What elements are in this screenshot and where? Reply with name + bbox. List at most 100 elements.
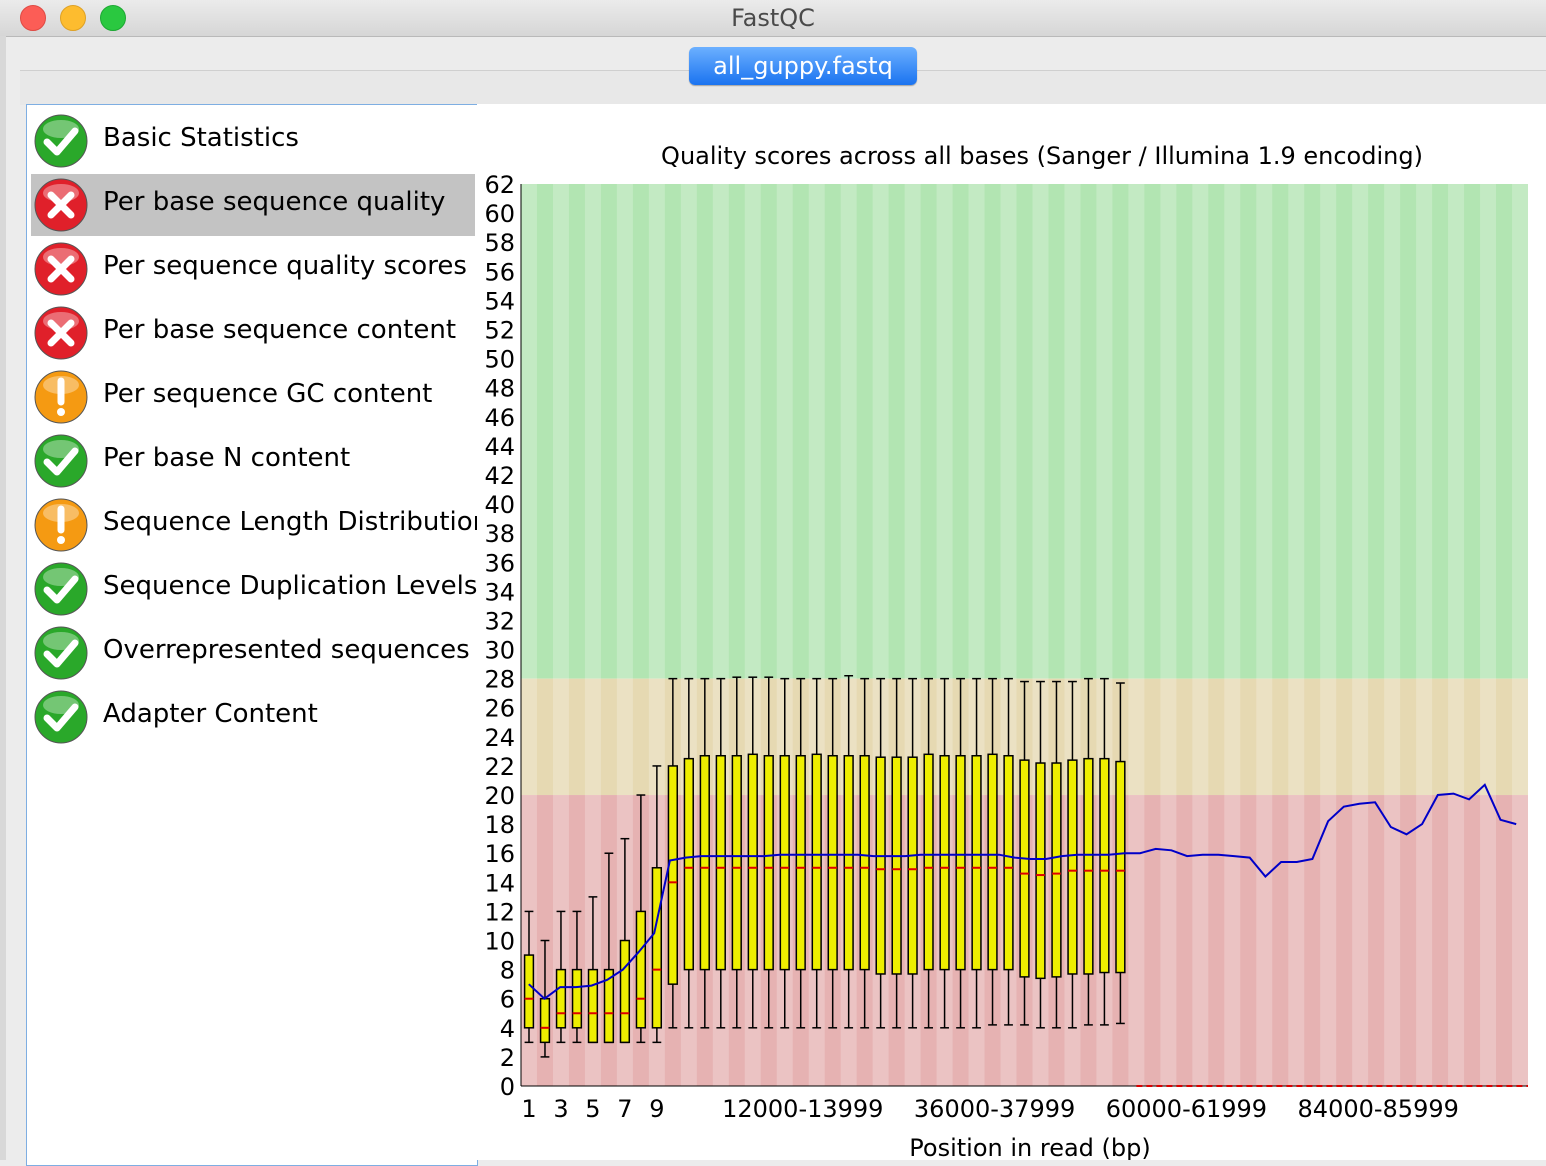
box (779, 755, 790, 971)
y-tick-label: 52 (484, 316, 515, 344)
module-item[interactable]: Adapter Content (31, 686, 475, 748)
module-item[interactable]: Per sequence GC content (31, 366, 475, 428)
module-label: Sequence Length Distribution (103, 507, 490, 537)
x-tick-label: 9 (649, 1095, 664, 1123)
window-left-edge (0, 36, 6, 1160)
check-icon (34, 690, 88, 744)
module-item[interactable]: Per base N content (31, 430, 475, 492)
stripe (1288, 184, 1305, 1086)
y-tick-label: 48 (484, 375, 515, 403)
box (907, 756, 918, 975)
y-tick-label: 60 (484, 200, 515, 228)
box (731, 755, 742, 971)
module-item[interactable]: Sequence Duplication Levels (31, 558, 477, 620)
x-tick-label: 1 (521, 1095, 536, 1123)
box (987, 753, 998, 971)
stripe (1224, 184, 1241, 1086)
box (859, 755, 870, 971)
y-tick-label: 4 (500, 1015, 515, 1043)
box (683, 757, 694, 971)
x-tick-label: 60000-61999 (1106, 1095, 1267, 1123)
check-icon (34, 434, 88, 488)
box (891, 756, 902, 975)
y-tick-label: 32 (484, 607, 515, 635)
box (715, 755, 726, 971)
module-label: Per sequence quality scores (103, 251, 467, 281)
y-tick-label: 18 (484, 811, 515, 839)
stripe (1384, 184, 1401, 1086)
y-tick-label: 6 (500, 986, 515, 1014)
zone-good (521, 184, 1528, 679)
mean-line (528, 783, 1517, 1000)
y-tick-label: 58 (484, 229, 515, 257)
box (1019, 759, 1030, 978)
stripe (1256, 184, 1273, 1086)
box (651, 867, 663, 1029)
y-tick-label: 0 (500, 1073, 515, 1101)
y-tick-label: 56 (484, 258, 515, 286)
y-tick-label: 42 (484, 462, 515, 490)
stripe (1128, 184, 1145, 1086)
stripe (1416, 184, 1433, 1086)
box (667, 765, 678, 985)
y-tick-label: 54 (484, 287, 515, 315)
box (827, 755, 838, 971)
zoom-window-button[interactable] (100, 5, 126, 31)
box (843, 755, 854, 971)
module-label: Per base sequence quality (103, 187, 446, 217)
cross-icon (34, 242, 88, 296)
module-item[interactable]: Overrepresented sequences (31, 622, 475, 684)
module-label: Per base N content (103, 443, 351, 473)
chart-title: Quality scores across all bases (Sanger … (661, 142, 1423, 170)
cross-icon (34, 178, 88, 232)
stripe (1352, 184, 1369, 1086)
y-tick-label: 24 (484, 724, 515, 752)
box (971, 755, 982, 971)
window-title: FastQC (731, 4, 815, 32)
box (1083, 757, 1094, 975)
module-item[interactable]: Per base sequence quality (31, 174, 475, 236)
y-tick-label: 28 (484, 666, 515, 694)
x-tick-label: 3 (553, 1095, 568, 1123)
module-label: Basic Statistics (103, 123, 299, 153)
tab-file[interactable]: all_guppy.fastq (689, 47, 917, 85)
y-tick-label: 62 (484, 171, 515, 199)
box (795, 755, 806, 971)
stripe (1512, 184, 1528, 1086)
stripe (616, 184, 633, 1086)
stripe (1192, 184, 1209, 1086)
close-window-button[interactable] (20, 5, 46, 31)
x-axis-label: Position in read (bp) (909, 1134, 1150, 1160)
box (1067, 759, 1078, 975)
module-item[interactable]: Sequence Length Distribution (31, 494, 489, 556)
y-tick-label: 30 (484, 637, 515, 665)
box (587, 968, 599, 1044)
y-tick-label: 26 (484, 695, 515, 723)
y-tick-label: 16 (484, 840, 515, 868)
module-item[interactable]: Per base sequence content (31, 302, 475, 364)
y-tick-label: 22 (484, 753, 515, 781)
stripe (584, 184, 601, 1086)
box (1051, 762, 1062, 978)
chart-panel: Quality scores across all bases (Sanger … (477, 104, 1546, 1162)
check-icon (34, 562, 88, 616)
box (1003, 755, 1014, 971)
y-tick-label: 36 (484, 549, 515, 577)
module-item[interactable]: Basic Statistics (31, 110, 475, 172)
cross-icon (34, 306, 88, 360)
y-tick-label: 20 (484, 782, 515, 810)
box (747, 753, 758, 971)
module-label: Overrepresented sequences (103, 635, 470, 665)
y-tick-label: 14 (484, 869, 515, 897)
stripe (1448, 184, 1465, 1086)
box (939, 755, 950, 971)
box (811, 753, 822, 971)
module-item[interactable]: Per sequence quality scores (31, 238, 475, 300)
box (603, 968, 615, 1044)
module-list: Basic Statistics Per base sequence qualit… (26, 104, 489, 1166)
y-tick-label: 46 (484, 404, 515, 432)
box (571, 968, 583, 1029)
y-tick-label: 12 (484, 898, 515, 926)
minimize-window-button[interactable] (60, 5, 86, 31)
x-tick-label: 5 (585, 1095, 600, 1123)
